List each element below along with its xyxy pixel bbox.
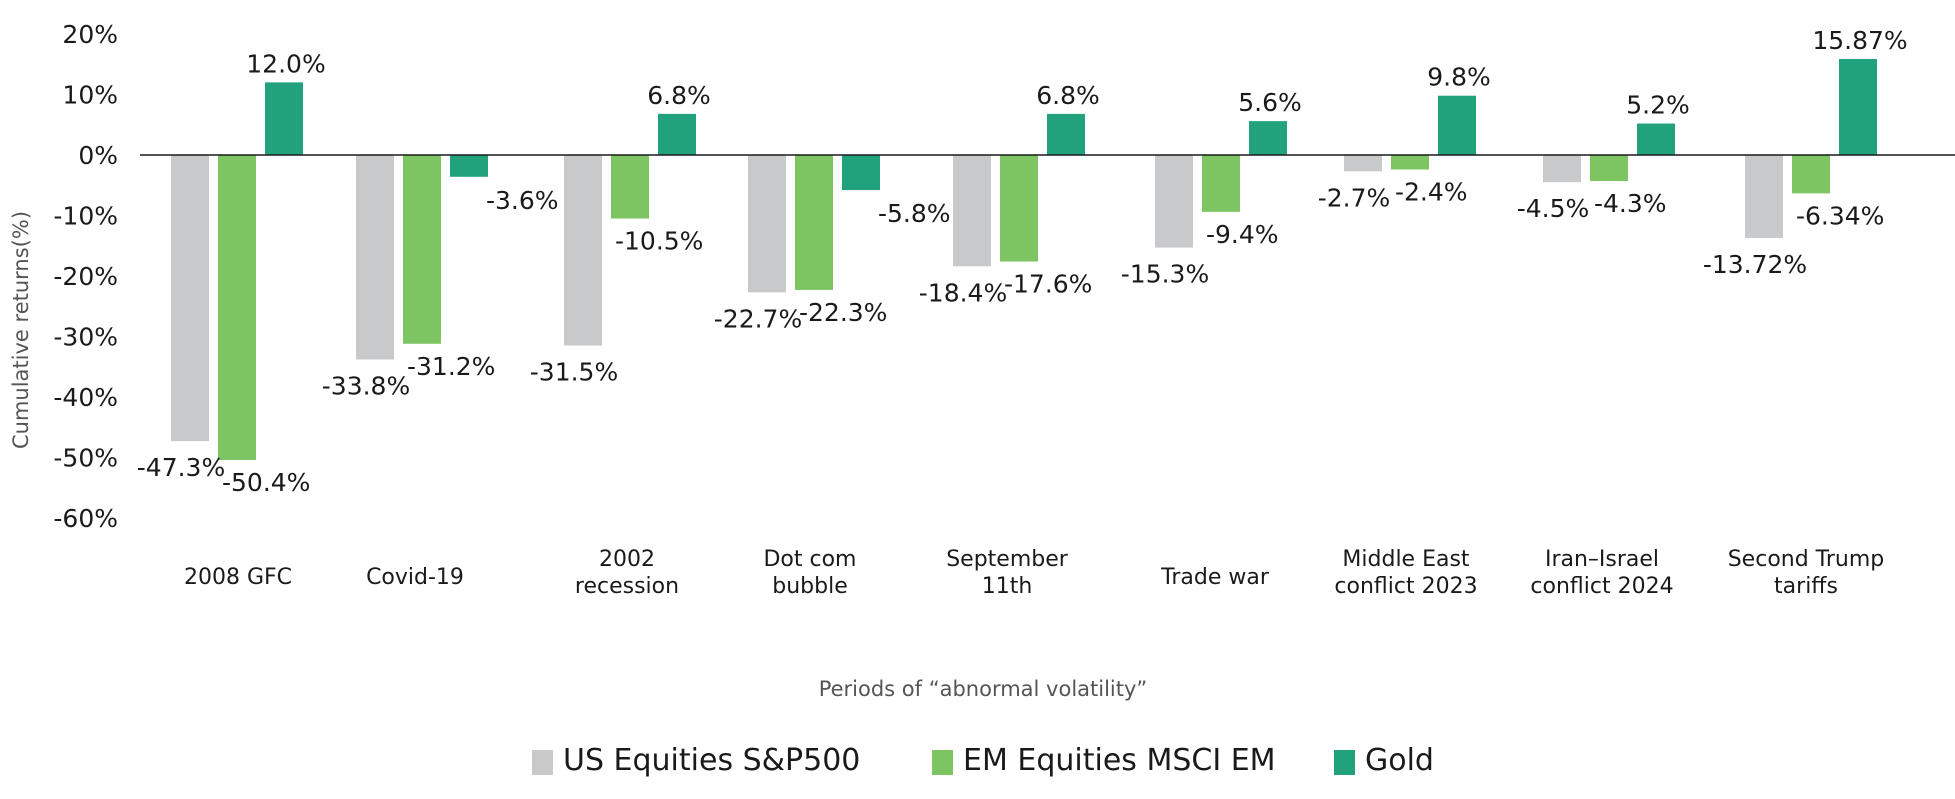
data-label: -18.4% [919, 278, 1007, 307]
data-label: -13.72% [1703, 250, 1807, 279]
category-label: Iran–Israel [1545, 547, 1659, 572]
y-tick-label: 0% [78, 141, 118, 170]
category-label: conflict 2024 [1530, 574, 1673, 599]
bar [218, 155, 256, 460]
data-label: -33.8% [322, 371, 410, 400]
y-axis-ticks: 20% 10% 0% -10% -20% -30% -40% -50% -60% [53, 20, 118, 533]
data-label: -22.3% [799, 298, 887, 327]
category-label: Trade war [1160, 565, 1270, 590]
data-labels: -47.3% -33.8% -31.5% -22.7% -18.4% -15.3% -2.7… [137, 26, 1908, 497]
data-label: 6.8% [647, 81, 711, 110]
bar [1792, 155, 1830, 194]
data-label: 6.8% [1036, 81, 1100, 110]
category-label: Second Trump [1728, 547, 1885, 572]
category-label: Covid-19 [366, 565, 464, 590]
data-label: -31.2% [407, 352, 495, 381]
legend-label: Gold [1365, 743, 1434, 778]
legend-swatch [932, 750, 953, 775]
data-label: -5.8% [878, 199, 951, 228]
data-label: -4.3% [1594, 189, 1667, 218]
bar [1202, 155, 1240, 212]
bar [1391, 155, 1429, 170]
data-label: 5.2% [1626, 91, 1690, 120]
data-label: -17.6% [1004, 269, 1092, 298]
legend-item: EM Equities MSCI EM [932, 743, 1276, 778]
legend-item: US Equities S&P500 [532, 743, 860, 778]
bar [1344, 155, 1382, 172]
y-tick-label: -30% [53, 323, 118, 352]
bar [1543, 155, 1581, 183]
data-label: -3.6% [486, 186, 559, 215]
bar [450, 155, 488, 177]
data-label: 15.87% [1812, 26, 1907, 55]
category-label: 2008 GFC [184, 565, 292, 590]
bar [1000, 155, 1038, 262]
bar [795, 155, 833, 290]
data-label: -15.3% [1121, 260, 1209, 289]
bar [403, 155, 441, 344]
legend-label: EM Equities MSCI EM [963, 743, 1276, 778]
category-label: recession [575, 574, 679, 599]
bar [1438, 95, 1476, 155]
y-tick-label: 20% [62, 20, 118, 49]
bar [171, 155, 209, 442]
bar [953, 155, 991, 267]
bar [265, 82, 303, 155]
bars [171, 58, 1877, 460]
data-label: 5.6% [1238, 88, 1302, 117]
y-tick-label: 10% [62, 81, 118, 110]
data-label: -22.7% [714, 304, 802, 333]
x-axis-title: Periods of “abnormal volatility” [819, 677, 1148, 701]
bar [564, 155, 602, 346]
bar [1839, 58, 1877, 156]
data-label: 9.8% [1427, 63, 1491, 92]
y-tick-label: -20% [53, 262, 118, 291]
legend-swatch [532, 750, 553, 775]
bar [748, 155, 786, 293]
data-label: -4.5% [1517, 194, 1590, 223]
category-label: bubble [772, 574, 848, 599]
category-label: Dot com [763, 547, 856, 572]
bar [356, 155, 394, 360]
bar [1249, 121, 1287, 155]
bar [842, 155, 880, 191]
bar [1047, 113, 1085, 155]
bar [1155, 155, 1193, 248]
category-label: tariffs [1774, 574, 1838, 599]
legend-swatch [1334, 750, 1355, 775]
bar [611, 155, 649, 219]
category-label: Middle East [1342, 547, 1470, 572]
legend-item: Gold [1334, 743, 1434, 778]
y-tick-label: -10% [53, 202, 118, 231]
bar [1745, 155, 1783, 239]
category-label: conflict 2023 [1334, 574, 1477, 599]
y-tick-label: -60% [53, 504, 118, 533]
bar [1637, 123, 1675, 155]
y-tick-label: -40% [53, 383, 118, 412]
bar [1590, 155, 1628, 182]
data-label: -50.4% [222, 468, 310, 497]
data-label: -2.4% [1395, 178, 1468, 207]
y-tick-label: -50% [53, 444, 118, 473]
data-label: -9.4% [1206, 220, 1279, 249]
data-label: -47.3% [137, 453, 225, 482]
data-label: -6.34% [1796, 201, 1884, 230]
category-label: September [946, 547, 1069, 572]
y-axis-title: Cumulative returns(%) [9, 211, 33, 449]
data-label: -10.5% [615, 227, 703, 256]
legend-label: US Equities S&P500 [563, 743, 860, 778]
bar [658, 113, 696, 155]
data-label: 12.0% [246, 49, 325, 78]
data-label: -2.7% [1318, 183, 1391, 212]
legend: US Equities S&P500 EM Equities MSCI EM Gol… [532, 743, 1434, 778]
data-label: -31.5% [530, 358, 618, 387]
category-label: 2002 [599, 547, 655, 572]
category-label: 11th [982, 574, 1033, 599]
